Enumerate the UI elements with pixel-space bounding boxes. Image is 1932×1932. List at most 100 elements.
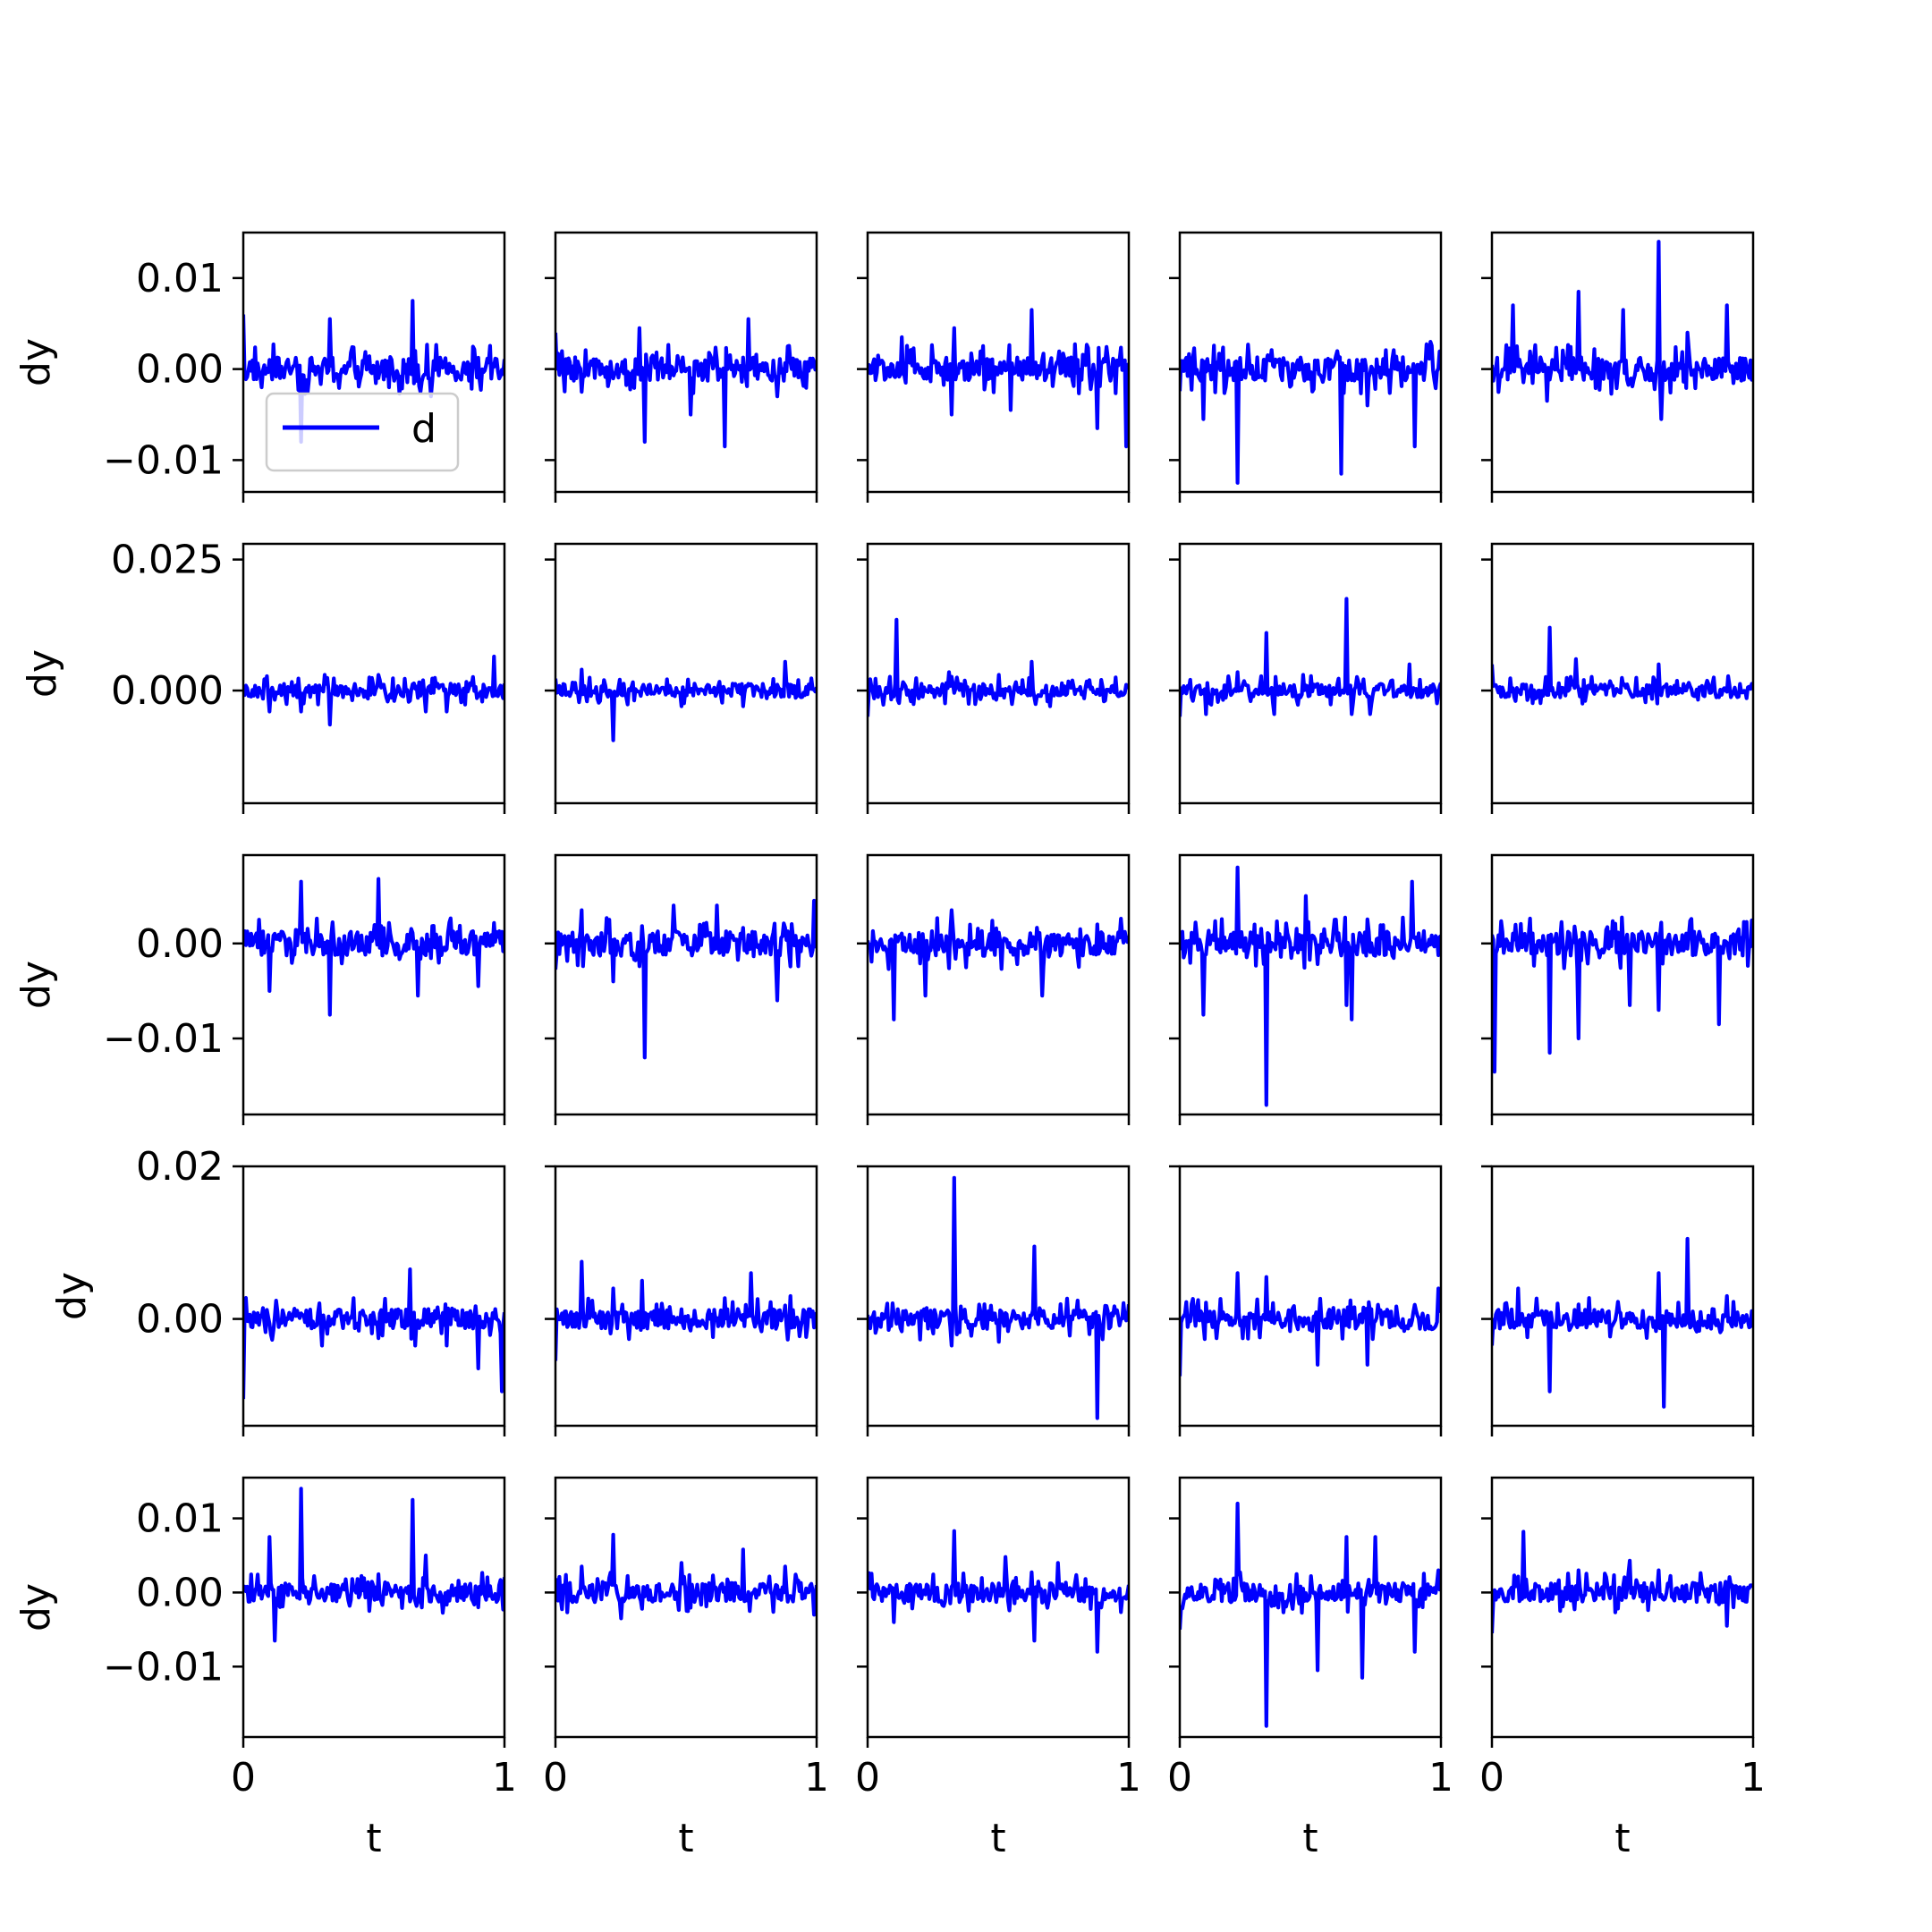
subplot: −0.01 0.00 0.01 dy [13,231,506,503]
axes-frame [1178,542,1443,805]
x-tick-label: 1 [804,1755,829,1801]
series-line-d [1492,625,1753,706]
y-axis-label: dy [13,1583,59,1631]
y-tick-label: 0.00 [136,1570,224,1615]
axes-frame [866,1165,1131,1428]
y-tick-label: −0.01 [103,1016,224,1062]
y-axis-label: dy [13,338,59,386]
series-line-d [1492,240,1753,421]
series-line-d [243,1267,504,1400]
x-tick-label: 0 [1167,1755,1192,1801]
x-tick-label: 0 [855,1755,880,1801]
subplot-grid: −0.010.000.01dy0.0000.025dy−0.010.00dy0.… [13,231,1766,1861]
subplot: 0.00 0.02 dy [49,1144,506,1436]
subplot [1169,1165,1443,1436]
axes-frame [1490,542,1755,805]
legend-label: d [411,406,436,452]
series-line-d [1492,1236,1753,1409]
subplot [1481,1165,1755,1436]
y-axis-label: dy [49,1272,95,1320]
x-axis-label: t [1302,1816,1318,1861]
subplot [545,231,818,503]
legend: d [265,392,460,472]
axes-frame [554,542,818,805]
y-tick-label: 0.025 [111,538,224,583]
series-line-d [868,617,1129,717]
axes-frame [242,1165,506,1428]
x-tick-label: 1 [1741,1755,1766,1801]
y-tick-label: −0.01 [103,437,224,483]
subplot [1169,542,1443,814]
y-tick-label: 0.01 [136,1496,224,1542]
axes-frame [866,542,1131,805]
y-tick-label: 0.02 [136,1144,224,1190]
series-line-d [555,659,817,742]
legend-box [265,392,460,472]
y-axis-label: dy [20,649,65,698]
subplot [857,1165,1131,1436]
series-line-d [243,654,504,727]
axes-frame [1178,853,1443,1116]
x-axis-label: t [678,1816,693,1861]
axes-frame [554,1165,818,1428]
axes-frame [1490,231,1755,494]
subplot [1481,231,1755,503]
subplot [1169,231,1443,503]
subplot [1169,853,1443,1125]
subplot [857,853,1131,1125]
series-line-d [868,908,1129,1021]
subplot: 0 1 t [543,1476,829,1861]
axes-frame [1490,1165,1755,1428]
series-line-d [868,1529,1129,1654]
series-line-d [555,1259,817,1361]
axes-frame [866,853,1131,1116]
axes-frame [554,1476,818,1739]
subplot: −0.01 0.00 dy [13,853,506,1125]
subplot: 0 1 t [1479,1476,1766,1861]
subplot [545,853,818,1125]
series-line-d [1492,1530,1753,1634]
series-line-d [555,898,817,1060]
series-line-d [1492,915,1753,1074]
x-tick-label: 1 [1116,1755,1141,1801]
y-tick-label: 0.01 [136,256,224,301]
axes-frame [1178,1165,1443,1428]
x-tick-label: 0 [231,1755,256,1801]
axes-frame [1178,231,1443,494]
subplot [857,231,1131,503]
y-tick-label: 0.00 [136,347,224,393]
y-tick-label: 0.00 [136,921,224,967]
axes-frame [242,1476,506,1739]
series-line-d [555,317,817,449]
y-tick-label: 0.000 [111,668,224,714]
subplot [545,1165,818,1436]
subplot [857,542,1131,814]
axes-frame [866,231,1131,494]
subplot [1481,853,1755,1125]
series-line-d [1180,597,1441,717]
subplot: −0.01 0.00 0.01 0 1 t dy [13,1476,517,1861]
axes-frame [866,1476,1131,1739]
y-axis-label: dy [13,961,59,1009]
axes-frame [242,231,506,494]
series-line-d [555,1532,817,1621]
x-tick-label: 0 [1479,1755,1504,1801]
subplot: 0 1 t [1167,1476,1453,1861]
x-axis-label: t [1614,1816,1630,1861]
series-line-d [1180,865,1441,1107]
series-line-d [868,1175,1129,1420]
x-tick-label: 1 [1428,1755,1453,1801]
series-line-d [1180,1271,1441,1377]
series-line-d [868,308,1129,449]
series-line-d [243,877,504,1017]
x-axis-label: t [366,1816,381,1861]
y-tick-label: 0.00 [136,1297,224,1343]
subplot: 0 1 t [855,1476,1141,1861]
x-axis-label: t [990,1816,1005,1861]
subplot: 0.000 0.025 dy [20,538,506,814]
x-tick-label: 0 [543,1755,568,1801]
axes-frame [1490,1476,1755,1739]
series-line-d [243,299,504,445]
axes-frame [1178,1476,1443,1739]
